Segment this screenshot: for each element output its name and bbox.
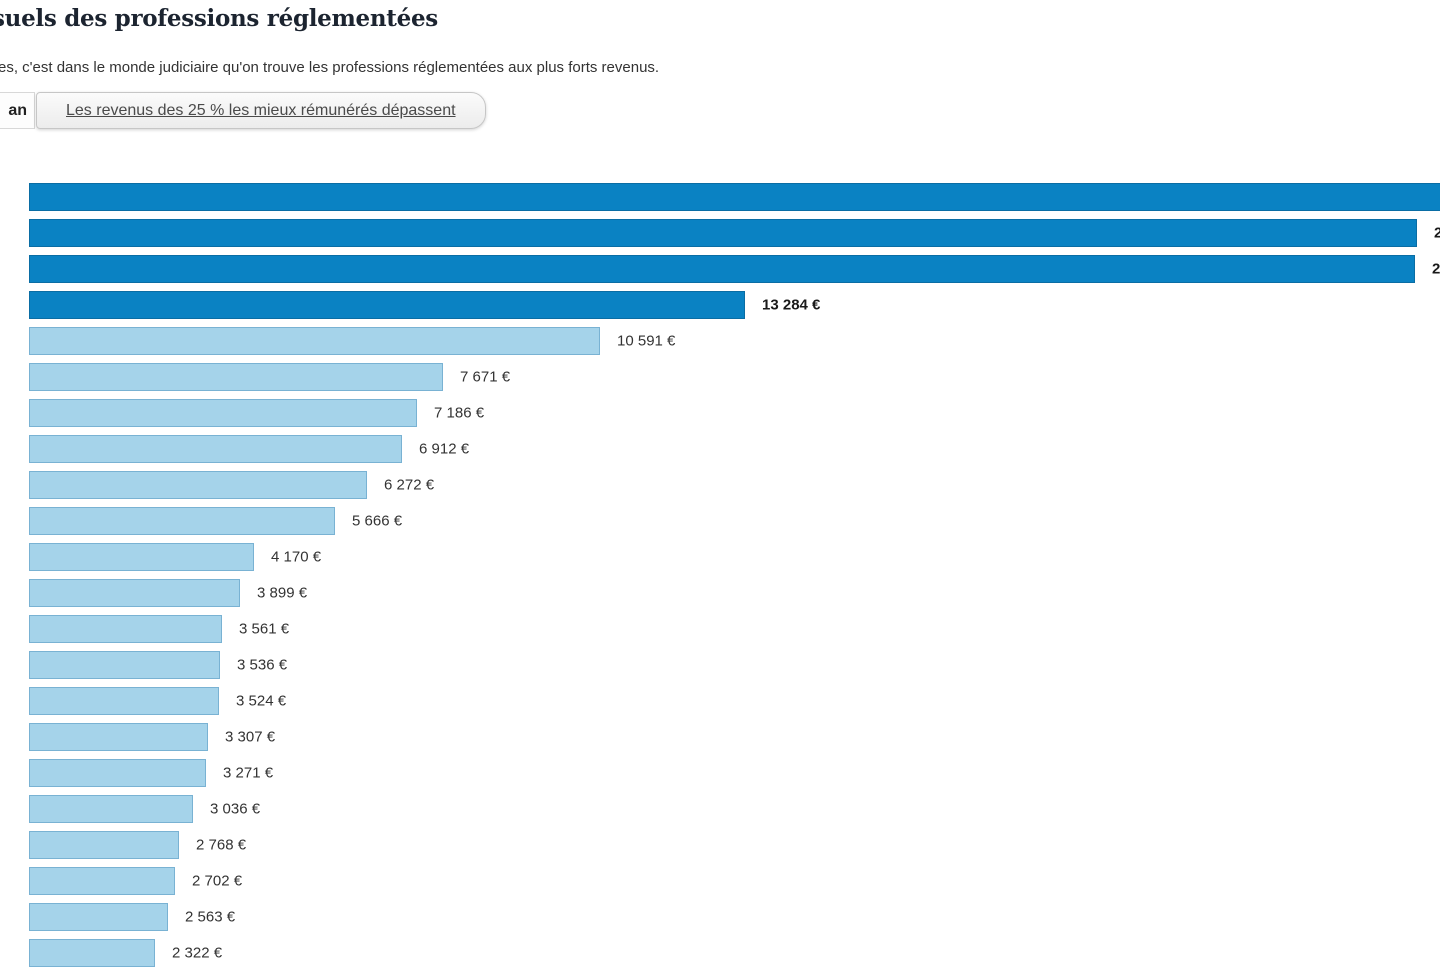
bar-row: 3 536 € [29, 651, 1440, 679]
bar-value-label: 3 561 € [239, 620, 290, 638]
tab-secondary-button[interactable]: Les revenus des 25 % les mieux rémunérés… [36, 92, 486, 129]
bar-row: 7 671 € [29, 363, 1440, 391]
bar-row: 10 591 € [29, 327, 1440, 355]
bar-value-label: 3 271 € [223, 764, 274, 782]
bar[interactable] [29, 471, 367, 499]
bar-row: 2 702 € [29, 867, 1440, 895]
bar-row: 6 912 € [29, 435, 1440, 463]
bar-row [29, 183, 1440, 211]
bar-value-label: 6 912 € [419, 440, 470, 458]
bar[interactable] [29, 255, 1415, 283]
bar[interactable] [29, 723, 208, 751]
bar-value-label: 6 272 € [384, 476, 435, 494]
bar-value-label: 7 186 € [434, 404, 485, 422]
bar-value-label: 2 [1434, 224, 1440, 242]
bar-row: 2 768 € [29, 831, 1440, 859]
bar-value-label: 4 170 € [271, 548, 322, 566]
bar-row: 2 563 € [29, 903, 1440, 931]
bar-value-label: 10 591 € [617, 332, 676, 350]
bar-row: 4 170 € [29, 543, 1440, 571]
bar-row: 3 524 € [29, 687, 1440, 715]
bar-value-label: 3 036 € [210, 800, 261, 818]
bar-row: 2 322 € [29, 939, 1440, 967]
bar-row: 13 284 € [29, 291, 1440, 319]
bar[interactable] [29, 219, 1417, 247]
tab-secondary-label: Les revenus des 25 % les mieux rémunérés… [66, 101, 456, 119]
bar[interactable] [29, 291, 745, 319]
bar-row: 6 272 € [29, 471, 1440, 499]
tab-active-label: an [8, 101, 27, 119]
bar-value-label: 3 899 € [257, 584, 308, 602]
bar[interactable] [29, 651, 220, 679]
page-title: suels des professions réglementées [0, 5, 438, 32]
bar-value-label: 2 702 € [192, 872, 243, 890]
bar[interactable] [29, 831, 179, 859]
bar[interactable] [29, 399, 417, 427]
bar[interactable] [29, 903, 168, 931]
bar-value-label: 2 768 € [196, 836, 247, 854]
bar-row: 3 561 € [29, 615, 1440, 643]
bar-row: 2 [29, 219, 1440, 247]
bar-value-label: 3 536 € [237, 656, 288, 674]
bar[interactable] [29, 795, 193, 823]
bar[interactable] [29, 363, 443, 391]
bar-row: 5 666 € [29, 507, 1440, 535]
bar-row: 3 307 € [29, 723, 1440, 751]
bar-row: 3 036 € [29, 795, 1440, 823]
bar[interactable] [29, 939, 155, 967]
bar-row: 3 271 € [29, 759, 1440, 787]
bar[interactable] [29, 183, 1440, 211]
bar[interactable] [29, 867, 175, 895]
bar[interactable] [29, 687, 219, 715]
bar[interactable] [29, 759, 206, 787]
tab-active[interactable]: an [0, 92, 35, 129]
bar[interactable] [29, 579, 240, 607]
bar-value-label: 2 563 € [185, 908, 236, 926]
bar[interactable] [29, 435, 402, 463]
bar-value-label: 7 671 € [460, 368, 511, 386]
bar-row: 2 [29, 255, 1440, 283]
bar[interactable] [29, 543, 254, 571]
bar-value-label: 2 [1432, 260, 1440, 278]
page-subtitle: es, c'est dans le monde judiciaire qu'on… [0, 59, 660, 76]
bar[interactable] [29, 507, 335, 535]
bar-value-label: 5 666 € [352, 512, 403, 530]
bar[interactable] [29, 615, 222, 643]
bar-row: 7 186 € [29, 399, 1440, 427]
bar-chart: 2 2 13 284 € 10 591 € 7 671 € 7 186 € 6 912 € 6… [29, 183, 1440, 975]
bar-value-label: 13 284 € [762, 296, 821, 314]
bar-value-label: 3 307 € [225, 728, 276, 746]
bar-value-label: 2 322 € [172, 944, 223, 962]
bar-value-label: 3 524 € [236, 692, 287, 710]
bar-row: 3 899 € [29, 579, 1440, 607]
bar[interactable] [29, 327, 600, 355]
